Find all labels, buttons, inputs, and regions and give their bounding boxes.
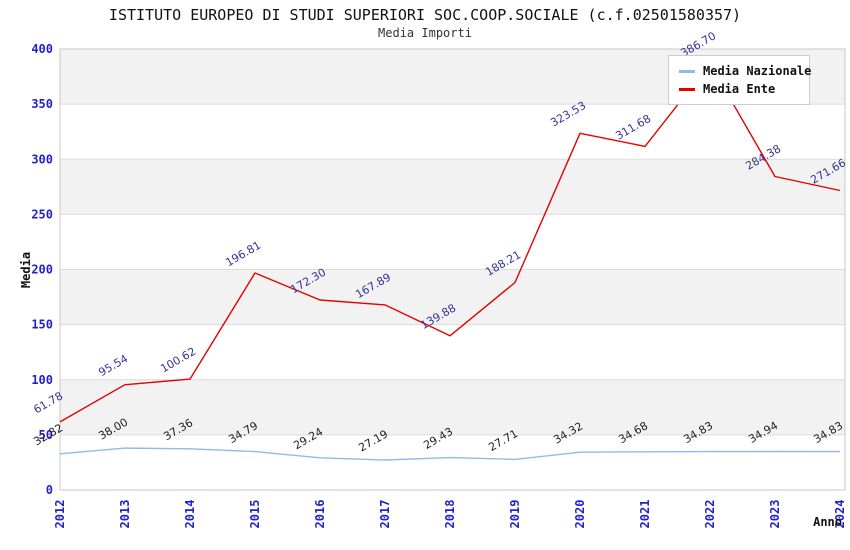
x-tick-label: 2017 [378, 500, 392, 529]
plot-border [59, 48, 846, 491]
plot-band [60, 159, 845, 215]
y-tick-label: 0 [46, 483, 53, 497]
y-tick-label: 300 [31, 152, 53, 166]
chart-title: ISTITUTO EUROPEO DI STUDI SUPERIORI SOC.… [108, 6, 742, 24]
y-tick-label: 400 [31, 42, 53, 56]
chart-subtitle: Media Importi [378, 26, 472, 40]
x-tick-label: 2019 [508, 500, 522, 529]
series-line-media-nazionale [59, 447, 841, 461]
x-axis-title: Anno [813, 515, 842, 529]
data-label: 100.62 [158, 345, 198, 376]
plot-band [60, 269, 845, 325]
x-tick-label: 2013 [118, 500, 132, 529]
x-tick-label: 2012 [53, 500, 67, 529]
y-axis-title: Media [19, 252, 33, 288]
data-label: 196.81 [223, 239, 263, 270]
y-tick-label: 350 [31, 97, 53, 111]
y-tick-label: 100 [31, 373, 53, 387]
y-tick-label: 200 [31, 263, 53, 277]
legend-swatch-media-nazionale [679, 69, 695, 73]
x-tick-label: 2016 [313, 500, 327, 529]
x-tick-label: 2020 [573, 500, 587, 529]
x-tick-label: 2015 [248, 500, 262, 529]
plot-band [60, 379, 845, 435]
y-tick-label: 50 [39, 428, 53, 442]
legend-label-media-ente: Media Ente [703, 82, 776, 96]
y-tick-label: 250 [31, 207, 53, 221]
legend-item-media-nazionale: Media Nazionale [679, 62, 812, 80]
x-tick-label: 2023 [768, 500, 782, 529]
data-label: 311.68 [613, 112, 653, 143]
legend-swatch-media-ente [679, 87, 695, 91]
legend-label-media-nazionale: Media Nazionale [703, 64, 812, 78]
legend-item-media-ente: Media Ente [679, 80, 809, 98]
x-tick-label: 2022 [703, 500, 717, 529]
x-tick-label: 2018 [443, 500, 457, 529]
x-tick-label: 2024 [833, 500, 847, 529]
legend: Media Nazionale Media Ente [668, 55, 812, 105]
x-tick-label: 2014 [183, 500, 197, 529]
data-label: 95.54 [96, 352, 130, 379]
y-tick-label: 150 [31, 318, 53, 332]
x-tick-label: 2021 [638, 500, 652, 529]
